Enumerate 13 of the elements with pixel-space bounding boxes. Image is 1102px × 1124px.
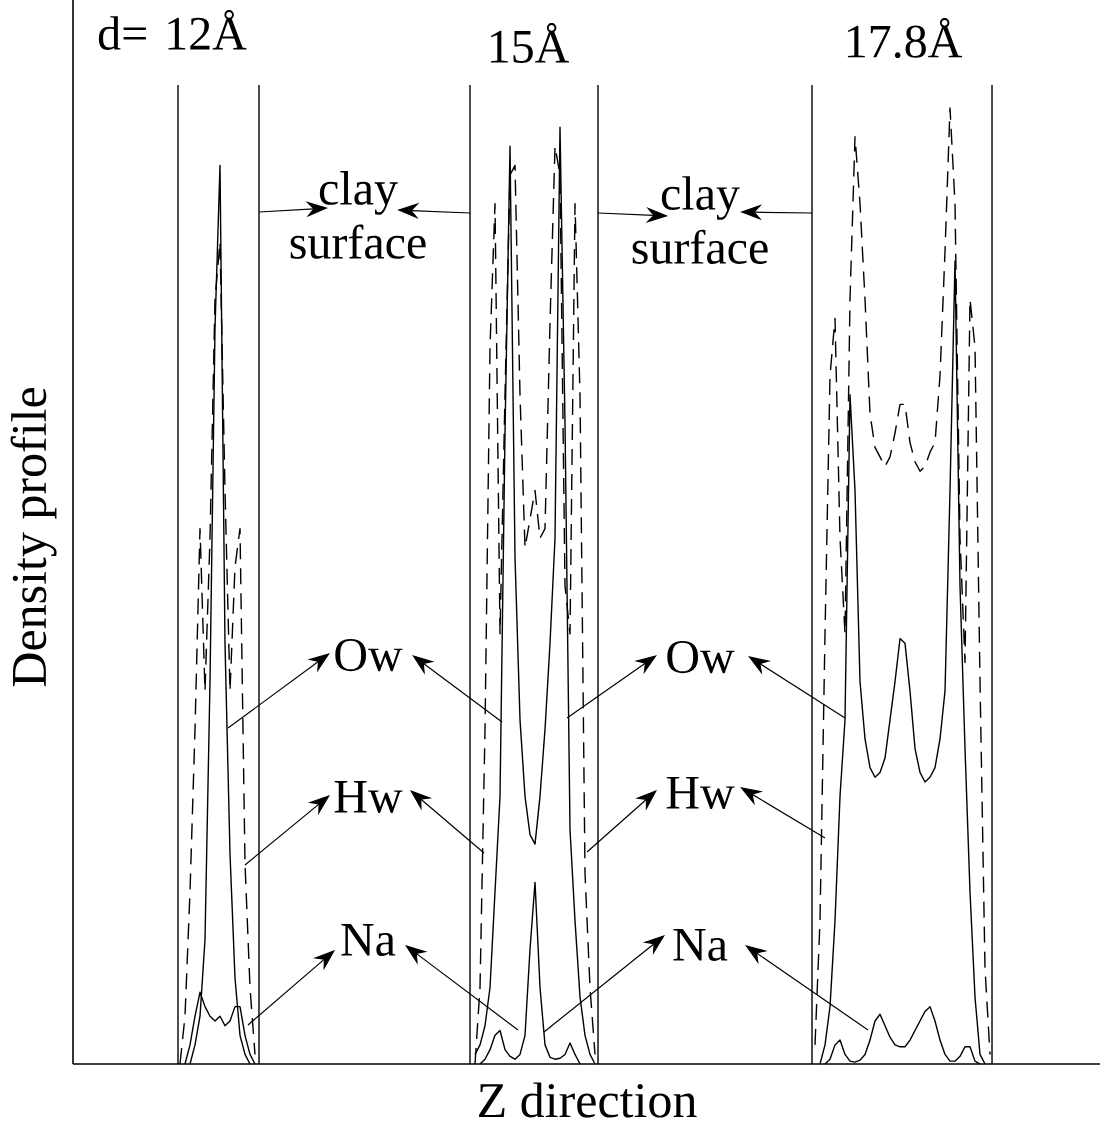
x-axis-title: Z direction: [479, 1082, 697, 1118]
annotation: clay surface: [290, 171, 426, 259]
y-axis-title: Density profile: [10, 388, 57, 687]
text: d= 12Å: [98, 10, 247, 50]
annotation: clay surface: [632, 176, 768, 264]
annotation: Hw: [666, 777, 735, 809]
annotation: Hw: [334, 781, 403, 813]
annotation: Ow: [667, 640, 735, 674]
annotation: Na: [341, 924, 396, 956]
text: 17.8Å: [847, 18, 962, 59]
text: 15Å: [490, 23, 569, 63]
annotation: Ow: [335, 638, 403, 672]
annotation: Na: [673, 929, 728, 961]
